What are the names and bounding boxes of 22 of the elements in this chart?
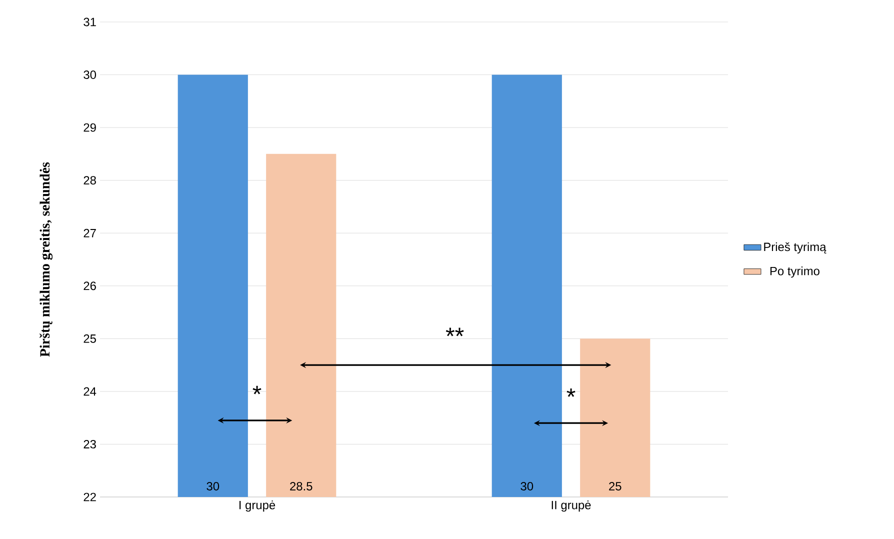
y-axis-title: Pirštų miklumo greitis, sekundės	[40, 162, 53, 357]
annotation: *	[566, 388, 576, 397]
x-tick-label: II grupė	[552, 500, 591, 512]
annotation: **	[446, 328, 464, 336]
y-tick-label: 24	[84, 387, 96, 396]
data-label: 30	[206, 482, 220, 490]
y-tick-label: 26	[84, 282, 96, 290]
y-tick-label: 27	[84, 228, 96, 238]
y-tick-label: 28	[84, 176, 96, 185]
y-tick-label: 29	[84, 123, 96, 132]
y-tick-label: 25	[84, 334, 96, 343]
y-tick-label: 31	[84, 18, 96, 26]
legend-label: Po tyrimo	[770, 266, 820, 278]
data-label: 25	[609, 482, 622, 490]
x-tick-label: I grupė	[240, 500, 276, 512]
data-label: 28.5	[290, 482, 312, 490]
y-tick-label: 23	[84, 440, 96, 448]
legend-label: Prieš tyrimą	[764, 242, 826, 254]
y-tick-label: 30	[84, 70, 96, 79]
data-label: 30	[520, 482, 534, 490]
y-tick-label: 22	[84, 492, 96, 502]
annotation: *	[252, 386, 262, 394]
